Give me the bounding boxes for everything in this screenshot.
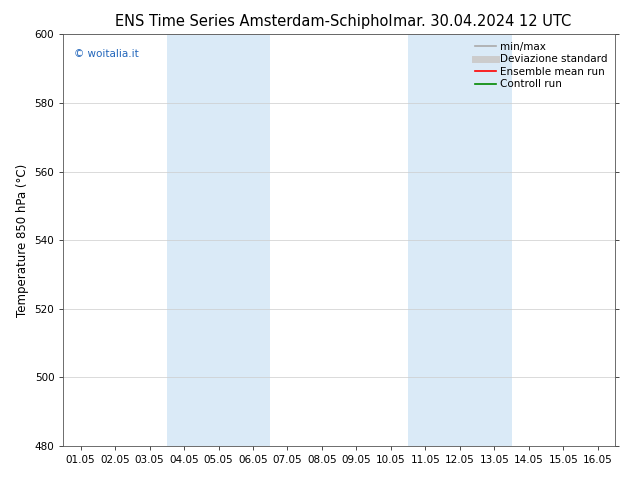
Text: mar. 30.04.2024 12 UTC: mar. 30.04.2024 12 UTC [392,14,571,29]
Bar [408,34,512,446]
Text: ENS Time Series Amsterdam-Schiphol: ENS Time Series Amsterdam-Schiphol [115,14,392,29]
Text: © woitalia.it: © woitalia.it [74,49,139,59]
Bar [167,34,270,446]
Legend: min/max, Deviazione standard, Ensemble mean run, Controll run: min/max, Deviazione standard, Ensemble m… [473,40,610,92]
Y-axis label: Temperature 850 hPa (°C): Temperature 850 hPa (°C) [16,164,29,317]
